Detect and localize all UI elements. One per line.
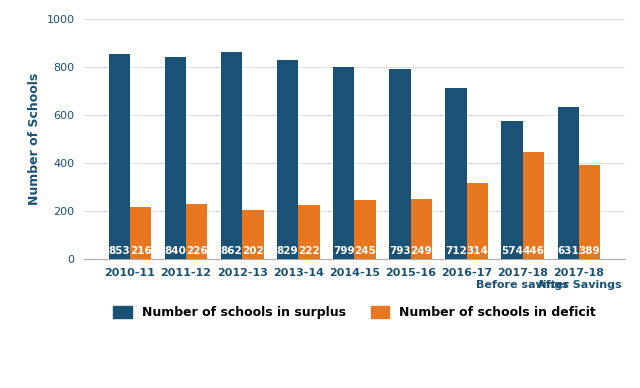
- Bar: [221, 52, 242, 258]
- Bar: [130, 207, 151, 258]
- Bar: [467, 184, 488, 258]
- Legend: Number of schools in surplus, Number of schools in deficit: Number of schools in surplus, Number of …: [108, 301, 601, 324]
- Text: 216: 216: [130, 246, 152, 256]
- Text: 829: 829: [277, 246, 298, 256]
- Text: 249: 249: [410, 246, 432, 256]
- Text: 202: 202: [242, 246, 264, 256]
- Text: 314: 314: [467, 246, 488, 256]
- Bar: [298, 205, 319, 258]
- Text: 793: 793: [389, 246, 411, 256]
- Bar: [445, 88, 467, 258]
- Bar: [389, 69, 410, 258]
- Text: 446: 446: [522, 246, 545, 256]
- Text: 574: 574: [501, 246, 523, 256]
- Text: 862: 862: [221, 246, 243, 256]
- Bar: [242, 210, 264, 258]
- Bar: [579, 165, 600, 258]
- Bar: [277, 60, 298, 258]
- Text: 853: 853: [108, 246, 130, 256]
- Text: 389: 389: [579, 246, 600, 256]
- Bar: [109, 54, 130, 258]
- Bar: [523, 152, 544, 258]
- Bar: [186, 204, 207, 258]
- Bar: [333, 67, 355, 258]
- Bar: [502, 121, 523, 258]
- Text: 222: 222: [298, 246, 320, 256]
- Bar: [164, 57, 186, 258]
- Text: 799: 799: [333, 246, 355, 256]
- Text: 840: 840: [164, 246, 186, 256]
- Text: 245: 245: [354, 246, 376, 256]
- Bar: [355, 200, 376, 258]
- Text: 712: 712: [445, 246, 467, 256]
- Bar: [410, 199, 432, 258]
- Text: 631: 631: [557, 246, 579, 256]
- Text: 226: 226: [186, 246, 207, 256]
- Y-axis label: Number of Schools: Number of Schools: [28, 73, 41, 205]
- Bar: [557, 107, 579, 258]
